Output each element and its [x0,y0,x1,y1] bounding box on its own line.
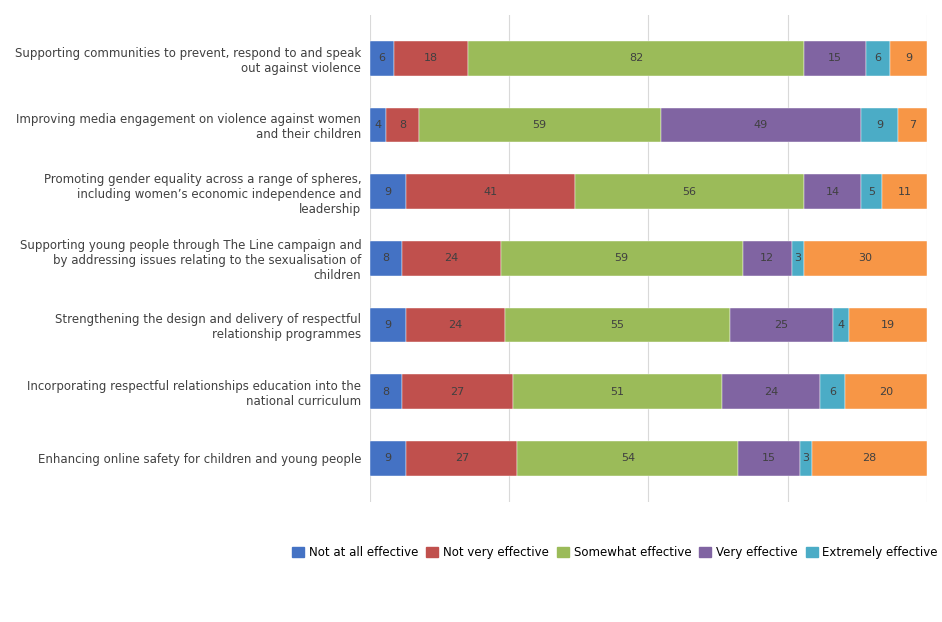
Text: 20: 20 [879,387,893,397]
Bar [723,374,820,409]
Text: 9: 9 [384,187,392,197]
Bar [505,308,730,342]
Bar [369,174,406,209]
Text: 9: 9 [905,53,912,63]
Bar [394,41,468,76]
Bar [730,308,833,342]
Bar [739,441,800,476]
Text: 9: 9 [384,320,392,330]
Text: 24: 24 [445,253,459,263]
Bar [513,374,723,409]
Text: 25: 25 [774,320,788,330]
Bar [849,308,927,342]
Bar [406,174,575,209]
Bar [402,241,501,276]
Bar [369,374,402,409]
Bar [575,174,804,209]
Bar [845,374,927,409]
Bar [501,241,742,276]
Bar [812,441,927,476]
Text: 55: 55 [610,320,625,330]
Bar [890,41,927,76]
Bar [660,108,861,142]
Bar [791,241,804,276]
Text: 41: 41 [483,187,497,197]
Text: 18: 18 [424,53,438,63]
Text: 6: 6 [874,53,882,63]
Bar [386,108,419,142]
Bar [369,241,402,276]
Bar [369,108,386,142]
Bar [866,41,890,76]
Text: 8: 8 [382,253,390,263]
Text: 49: 49 [754,120,768,130]
Text: 3: 3 [794,253,802,263]
Text: 14: 14 [826,187,840,197]
Text: 54: 54 [621,453,635,463]
Text: 28: 28 [863,453,877,463]
Text: 59: 59 [532,120,546,130]
Bar [369,441,406,476]
Text: 9: 9 [876,120,884,130]
Text: 15: 15 [762,453,776,463]
Text: 11: 11 [898,187,912,197]
Bar [861,108,899,142]
Text: 6: 6 [829,387,836,397]
Text: 24: 24 [448,320,463,330]
Text: 27: 27 [450,387,464,397]
Text: 24: 24 [764,387,778,397]
Text: 9: 9 [384,453,392,463]
Bar [517,441,739,476]
Bar [406,308,505,342]
Text: 7: 7 [909,120,917,130]
Text: 12: 12 [760,253,774,263]
Bar [406,441,517,476]
Text: 56: 56 [682,187,696,197]
Text: 6: 6 [379,53,385,63]
Text: 15: 15 [828,53,842,63]
Bar [820,374,845,409]
Bar [804,174,861,209]
Text: 4: 4 [374,120,382,130]
Text: 8: 8 [398,120,406,130]
Bar [833,308,849,342]
Bar [861,174,882,209]
Bar [369,41,394,76]
Text: 59: 59 [614,253,628,263]
Bar [882,174,927,209]
Bar [742,241,791,276]
Text: 30: 30 [858,253,872,263]
Text: 3: 3 [803,453,809,463]
Text: 4: 4 [837,320,844,330]
Text: 82: 82 [629,53,643,63]
Text: 5: 5 [869,187,875,197]
Bar [800,441,812,476]
Text: 51: 51 [610,387,625,397]
Bar [419,108,660,142]
Text: 8: 8 [382,387,390,397]
Bar [468,41,804,76]
Bar [402,374,513,409]
Text: 19: 19 [881,320,895,330]
Bar [899,108,927,142]
Bar [369,308,406,342]
Bar [804,41,866,76]
Bar [804,241,927,276]
Legend: Not at all effective, Not very effective, Somewhat effective, Very effective, Ex: Not at all effective, Not very effective… [287,542,942,564]
Text: 27: 27 [455,453,469,463]
